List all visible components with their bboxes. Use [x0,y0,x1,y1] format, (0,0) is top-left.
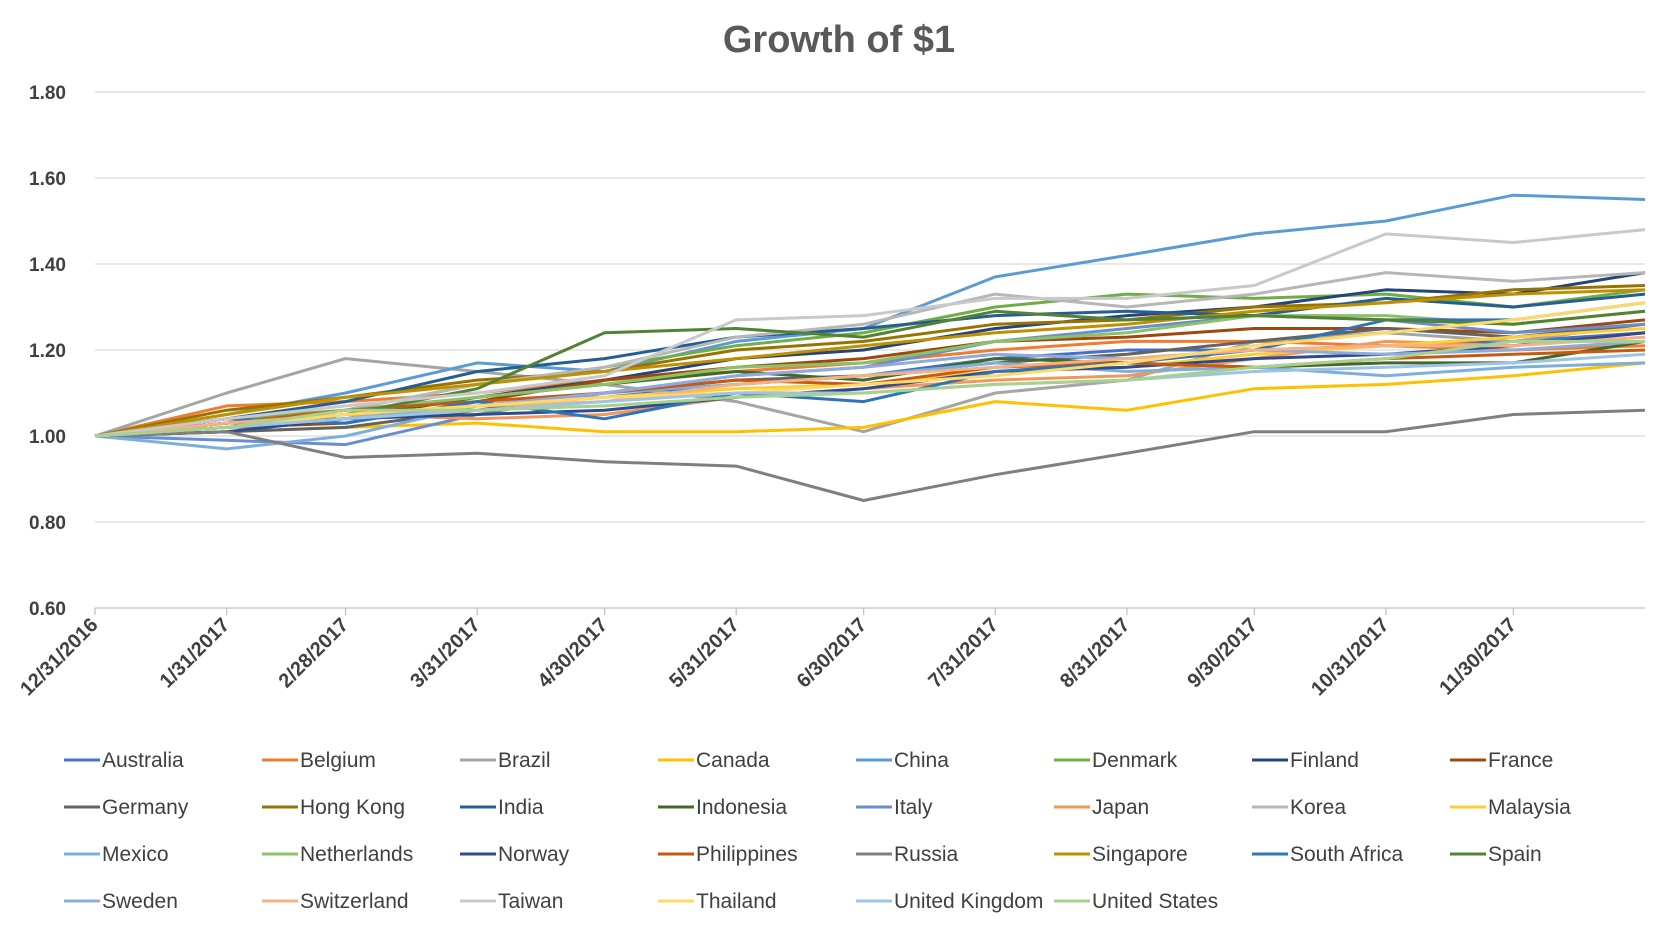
legend-label: Singapore [1092,843,1188,866]
x-tick-label: 11/30/2017 [1435,614,1521,700]
legend-label: Indonesia [696,796,787,819]
y-tick-label: 0.60 [29,599,66,620]
series-line-thailand [94,301,1646,438]
legend-item: South Africa [1252,843,1404,866]
y-tick-label: 1.80 [29,83,66,104]
legend-label: India [498,796,544,819]
y-tick-label: 1.40 [29,255,66,276]
x-tick-label: 12/31/2016 [16,614,102,700]
x-tick-label: 6/30/2017 [793,614,871,692]
legend-label: Taiwan [498,890,563,913]
legend-item: Australia [64,749,184,772]
legend-item: India [460,796,544,819]
y-tick-label: 1.20 [29,341,66,362]
legend-item: United States [1054,890,1218,913]
y-tick-label: 1.00 [29,427,66,448]
legend-label: Canada [696,749,770,772]
series-line-taiwan [94,228,1646,438]
legend-item: Belgium [262,749,376,772]
x-tick-label: 2/28/2017 [275,614,353,692]
legend-label: Brazil [498,749,551,772]
legend-item: Switzerland [262,890,409,913]
legend-label: Australia [102,749,184,772]
y-axis: 0.60 0.80 1.00 1.20 1.40 1.60 1.80 [29,83,66,620]
legend-label: Germany [102,796,189,819]
legend-label: Sweden [102,890,178,913]
legend-label: Finland [1290,749,1359,772]
legend-item: Finland [1252,749,1359,772]
x-tick-label: 9/30/2017 [1183,614,1261,692]
x-tick-label: 7/31/2017 [924,614,1002,692]
legend-label: China [894,749,949,772]
legend-label: Norway [498,843,570,866]
y-tick-label: 0.80 [29,513,66,534]
legend-label: Netherlands [300,843,413,866]
series-line-united-states [94,339,1645,438]
legend-item: Japan [1054,796,1149,819]
series-line-india [94,292,1646,438]
x-tick-label: 8/31/2017 [1056,614,1134,692]
x-tick-label: 5/31/2017 [665,614,743,692]
legend-label: Japan [1092,796,1149,819]
legend-item: Brazil [460,749,551,772]
legend-item: Indonesia [658,796,787,819]
legend-item: Malaysia [1450,796,1571,819]
legend-item: Denmark [1054,749,1178,772]
x-tick-label: 3/31/2017 [406,614,484,692]
legend-label: Hong Kong [300,796,405,819]
legend: Australia Belgium Brazil Canada China Denmark… [64,749,1571,913]
legend-label: Spain [1488,843,1542,866]
legend-item: Netherlands [262,843,413,866]
legend-label: Mexico [102,843,169,866]
legend-item: Italy [856,796,933,819]
legend-label: Thailand [696,890,777,913]
legend-item: Spain [1450,843,1542,866]
legend-label: Belgium [300,749,376,772]
legend-item: Sweden [64,890,178,913]
x-axis: 12/31/2016 1/31/2017 2/28/2017 3/31/2017 4/3… [16,608,1521,700]
legend-item: Philippines [658,843,798,866]
x-tick-label: 10/31/2017 [1307,614,1393,700]
legend-label: United States [1092,890,1218,913]
legend-label: France [1488,749,1553,772]
legend-label: Italy [894,796,933,819]
legend-label: Malaysia [1488,796,1571,819]
legend-label: Denmark [1092,749,1178,772]
legend-item: Norway [460,843,570,866]
legend-item: Taiwan [460,890,563,913]
legend-item: China [856,749,949,772]
gridlines [95,91,1645,609]
legend-item: Canada [658,749,770,772]
legend-item: Mexico [64,843,169,866]
legend-label: Philippines [696,843,798,866]
legend-item: Germany [64,796,189,819]
legend-label: United Kingdom [894,890,1043,913]
legend-label: South Africa [1290,843,1404,866]
legend-label: Russia [894,843,959,866]
legend-item: Singapore [1054,843,1188,866]
chart-title: Growth of $1 [723,19,955,61]
legend-label: Korea [1290,796,1346,819]
legend-label: Switzerland [300,890,409,913]
y-tick-label: 1.60 [29,169,66,190]
legend-item: Korea [1252,796,1346,819]
legend-item: Russia [856,843,959,866]
legend-item: France [1450,749,1553,772]
series-lines [94,193,1646,502]
x-tick-label: 1/31/2017 [156,614,234,692]
series-line-singapore [94,288,1646,438]
legend-item: Hong Kong [262,796,405,819]
series-line-russia [94,408,1646,502]
legend-item: Thailand [658,890,777,913]
x-tick-label: 4/30/2017 [534,614,612,692]
legend-item: United Kingdom [856,890,1043,913]
